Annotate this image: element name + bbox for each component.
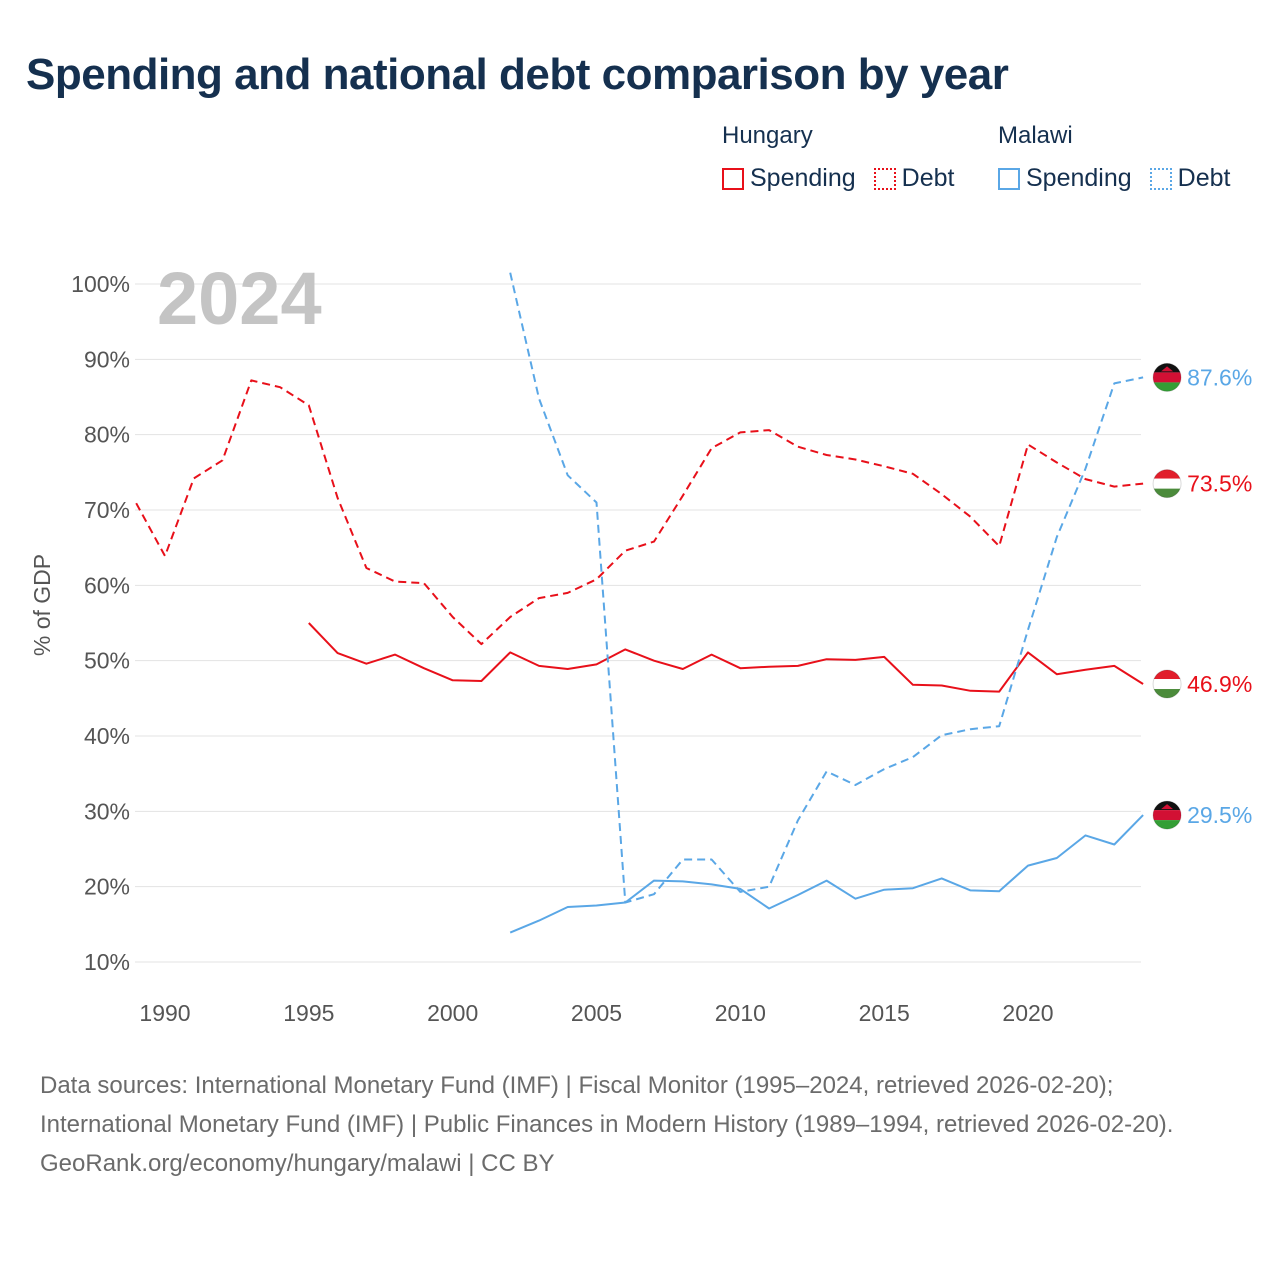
end-value-label: 46.9% bbox=[1187, 671, 1252, 697]
chart-title: Spending and national debt comparison by… bbox=[26, 50, 1009, 99]
legend-group-hungary: Hungary Spending Debt bbox=[722, 122, 954, 193]
y-tick-label: 20% bbox=[84, 874, 130, 900]
series-line-malawi-debt bbox=[509, 272, 1144, 904]
data-sources-text: Data sources: International Monetary Fun… bbox=[40, 1072, 1174, 1138]
y-tick-label: 90% bbox=[84, 346, 130, 372]
legend-item-hungary-spending[interactable]: Spending bbox=[722, 164, 856, 193]
y-axis-label: % of GDP bbox=[29, 554, 55, 656]
malawi-flag-icon bbox=[1152, 362, 1182, 392]
legend-item-hungary-debt[interactable]: Debt bbox=[873, 164, 955, 193]
legend-swatch-solid bbox=[722, 167, 744, 190]
malawi-flag-icon bbox=[1152, 800, 1182, 830]
series-line-malawi-spending bbox=[509, 814, 1144, 934]
legend-item-label: Spending bbox=[1026, 164, 1132, 192]
hungary-flag-icon bbox=[1152, 469, 1182, 499]
end-value-label: 73.5% bbox=[1187, 471, 1252, 497]
legend-item-malawi-spending[interactable]: Spending bbox=[998, 164, 1132, 193]
legend-group-malawi: Malawi Spending Debt bbox=[998, 122, 1230, 193]
series-line-hungary-spending bbox=[308, 622, 1144, 693]
footer: Data sources: International Monetary Fun… bbox=[40, 1066, 1240, 1183]
legend-swatch-solid bbox=[998, 167, 1020, 190]
y-tick-label: 60% bbox=[84, 572, 130, 598]
legend-country-label: Malawi bbox=[998, 122, 1073, 149]
series-line-hungary-debt bbox=[135, 379, 1144, 646]
x-tick-label: 2000 bbox=[427, 1000, 478, 1026]
x-tick-label: 1995 bbox=[283, 1000, 334, 1026]
y-tick-label: 50% bbox=[84, 648, 130, 674]
legend-country-label: Hungary bbox=[722, 122, 813, 149]
series-lines bbox=[135, 272, 1144, 934]
y-tick-label: 30% bbox=[84, 798, 130, 824]
legend-swatch-dotted bbox=[873, 167, 896, 190]
y-tick-label: 100% bbox=[71, 271, 130, 297]
end-value-label: 29.5% bbox=[1187, 802, 1252, 828]
endpoint-markers: 73.5% 46.9% 87.6% 29.5% bbox=[1152, 362, 1252, 830]
y-tick-label: 10% bbox=[84, 949, 130, 975]
legend-item-label: Debt bbox=[901, 164, 955, 192]
legend-swatch-dotted bbox=[1149, 167, 1172, 190]
x-tick-label: 2005 bbox=[571, 1000, 622, 1026]
y-tick-label: 80% bbox=[84, 422, 130, 448]
year-watermark: 2024 bbox=[157, 257, 322, 340]
y-tick-label: 40% bbox=[84, 723, 130, 749]
y-tick-label: 70% bbox=[84, 497, 130, 523]
grid-lines bbox=[135, 283, 1141, 963]
x-tick-label: 1990 bbox=[139, 1000, 190, 1026]
legend-item-label: Debt bbox=[1177, 164, 1231, 192]
x-axis-ticks: 1990 1995 2000 2005 2010 2015 2020 bbox=[139, 1000, 1053, 1026]
x-tick-label: 2010 bbox=[715, 1000, 766, 1026]
line-chart: 2024 % of GDP 10% 20% 30% 40% 50% 60% 70% 80% 90… bbox=[29, 257, 1252, 1026]
end-value-label: 87.6% bbox=[1187, 364, 1252, 390]
credit-link[interactable]: GeoRank.org/economy/hungary/malawi | CC … bbox=[40, 1150, 555, 1177]
hungary-flag-icon bbox=[1152, 669, 1182, 699]
x-tick-label: 2015 bbox=[859, 1000, 910, 1026]
legend-item-malawi-debt[interactable]: Debt bbox=[1149, 164, 1231, 193]
y-axis-ticks: 10% 20% 30% 40% 50% 60% 70% 80% 90% 100% bbox=[71, 271, 130, 975]
x-tick-label: 2020 bbox=[1002, 1000, 1053, 1026]
legend-item-label: Spending bbox=[750, 164, 856, 192]
